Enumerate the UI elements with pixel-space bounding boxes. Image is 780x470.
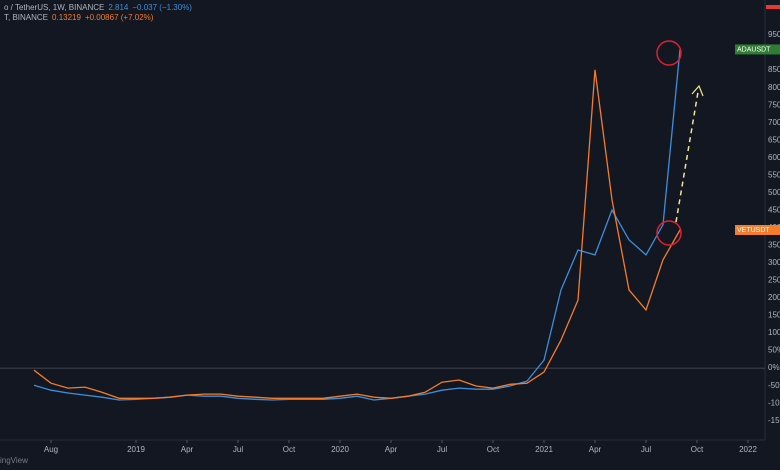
series-name: ADAUSDT xyxy=(737,46,771,53)
x-tick-label: Jul xyxy=(233,445,243,454)
x-tick-label: Apr xyxy=(385,445,398,454)
watermark: ingView xyxy=(0,456,28,465)
legend-text: T, BINANCE xyxy=(4,13,48,22)
series-line xyxy=(33,49,681,401)
y-tick-label: 0% xyxy=(768,363,780,372)
y-tick-label: 450% xyxy=(768,205,780,214)
x-tick-label: Jul xyxy=(437,445,447,454)
x-tick-label: Apr xyxy=(181,445,194,454)
y-tick-label: 850% xyxy=(768,65,780,74)
highlight-circle xyxy=(656,40,682,66)
series-price-label xyxy=(735,44,780,55)
x-tick-label: Oct xyxy=(283,445,296,454)
y-tick-label: 550% xyxy=(768,170,780,179)
legend-price: 0.13219 xyxy=(52,13,81,22)
x-tick-label: Apr xyxy=(589,445,602,454)
y-tick-label: 150% xyxy=(768,311,780,320)
series-name: VETUSDT xyxy=(737,227,770,234)
y-tick-label: 500% xyxy=(768,188,780,197)
series-line xyxy=(33,69,681,399)
legend-line: T, BINANCE 0.13219 +0.00867 (+7.02%) xyxy=(4,13,154,22)
y-tick-label: -50% xyxy=(768,381,780,390)
y-tick-label: 50% xyxy=(768,346,780,355)
x-tick-label: Aug xyxy=(44,445,58,454)
y-tick-label: -100% xyxy=(768,398,780,407)
highlight-circle xyxy=(656,220,682,246)
y-tick-label: 600% xyxy=(768,153,780,162)
legend-change: −0.037 (−1.30%) xyxy=(132,3,192,12)
y-tick-label: 950% xyxy=(768,30,780,39)
y-tick-label: 700% xyxy=(768,118,780,127)
y-tick-label: 750% xyxy=(768,100,780,109)
x-tick-label: 2022 xyxy=(739,445,757,454)
series-price-label xyxy=(735,224,780,235)
y-tick-label: 650% xyxy=(768,135,780,144)
legend-change: +0.00867 (+7.02%) xyxy=(85,13,154,22)
y-tick-label: 800% xyxy=(768,83,780,92)
plot-area xyxy=(0,49,765,401)
x-tick-label: Oct xyxy=(487,445,500,454)
y-tick-label: 100% xyxy=(768,328,780,337)
x-tick-label: 2019 xyxy=(127,445,145,454)
y-tick-label: 350% xyxy=(768,241,780,250)
alert-marker xyxy=(766,5,780,9)
x-tick-label: Oct xyxy=(691,445,704,454)
x-tick-label: 2020 xyxy=(331,445,349,454)
legend-text: o / TetherUS, 1W, BINANCE xyxy=(4,3,104,12)
y-tick-label: 250% xyxy=(768,276,780,285)
legend-price: 2.814 xyxy=(108,3,129,12)
y-tick-label: 300% xyxy=(768,258,780,267)
y-tick-label: 200% xyxy=(768,293,780,302)
x-tick-label: Jul xyxy=(641,445,651,454)
x-tick-label: 2021 xyxy=(535,445,553,454)
arrow-head xyxy=(691,84,704,97)
y-tick-label: -150% xyxy=(768,416,780,425)
legend-line: o / TetherUS, 1W, BINANCE 2.814 −0.037 (−1… xyxy=(4,3,192,12)
projection-arrow xyxy=(675,91,699,223)
